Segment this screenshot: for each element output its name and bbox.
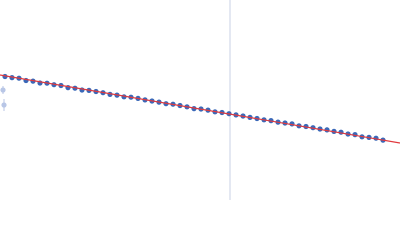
fit-line	[0, 74, 400, 144]
chart	[0, 0, 400, 200]
data-point	[0, 87, 6, 93]
page: {"chart_data": { "type": "scatter", "xli…	[0, 0, 400, 200]
data-point	[1, 102, 7, 108]
